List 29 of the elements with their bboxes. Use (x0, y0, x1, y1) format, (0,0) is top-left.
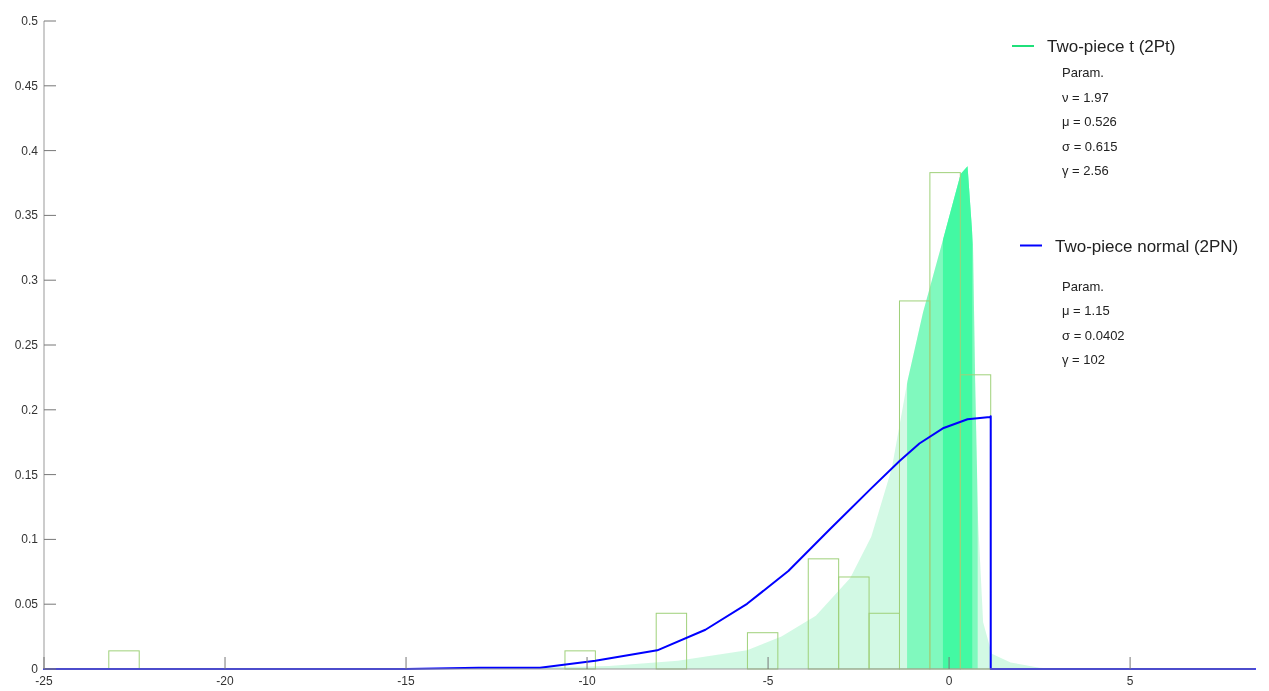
y-tick-label: 0.1 (21, 532, 39, 547)
annotation: Param. (1062, 65, 1104, 80)
annotation: σ = 0.0402 (1062, 327, 1125, 343)
x-tick-label: 0 (945, 674, 953, 688)
annotation: Param. (1062, 278, 1104, 294)
annotation: μ = 0.526 (1062, 114, 1117, 129)
y-tick-label: 0.2 (21, 402, 39, 417)
y-tick-label: 0.35 (14, 208, 39, 223)
annotation: γ = 2.56 (1062, 163, 1109, 178)
annotation: γ = 102 (1062, 352, 1106, 367)
y-tick-label: 0.05 (14, 597, 39, 612)
y-tick-label: 0.3 (21, 273, 39, 288)
x-tick-label: -5 (762, 674, 774, 688)
annotation: ν = 1.97 (1062, 89, 1109, 105)
x-tick-label: -20 (216, 674, 235, 688)
y-tick-label: 0 (31, 662, 39, 676)
x-tick-label: 5 (1126, 674, 1134, 688)
annotation: σ = 0.615 (1062, 138, 1118, 154)
y-tick-label: 0.4 (21, 143, 39, 158)
y-tick-label: 0.5 (21, 14, 39, 28)
legend-label: Two-piece t (2Pt) (1047, 37, 1176, 56)
y-tick-label: 0.25 (14, 338, 39, 352)
y-tick-label: 0.15 (14, 467, 39, 482)
y-tick-label: 0.45 (14, 78, 39, 93)
x-tick-label: -25 (35, 674, 53, 688)
legend-label: Two-piece normal (2PN) (1055, 236, 1239, 256)
x-tick-label: -15 (397, 674, 416, 688)
annotation: μ = 1.15 (1062, 303, 1110, 318)
x-tick-label: -10 (578, 674, 597, 688)
